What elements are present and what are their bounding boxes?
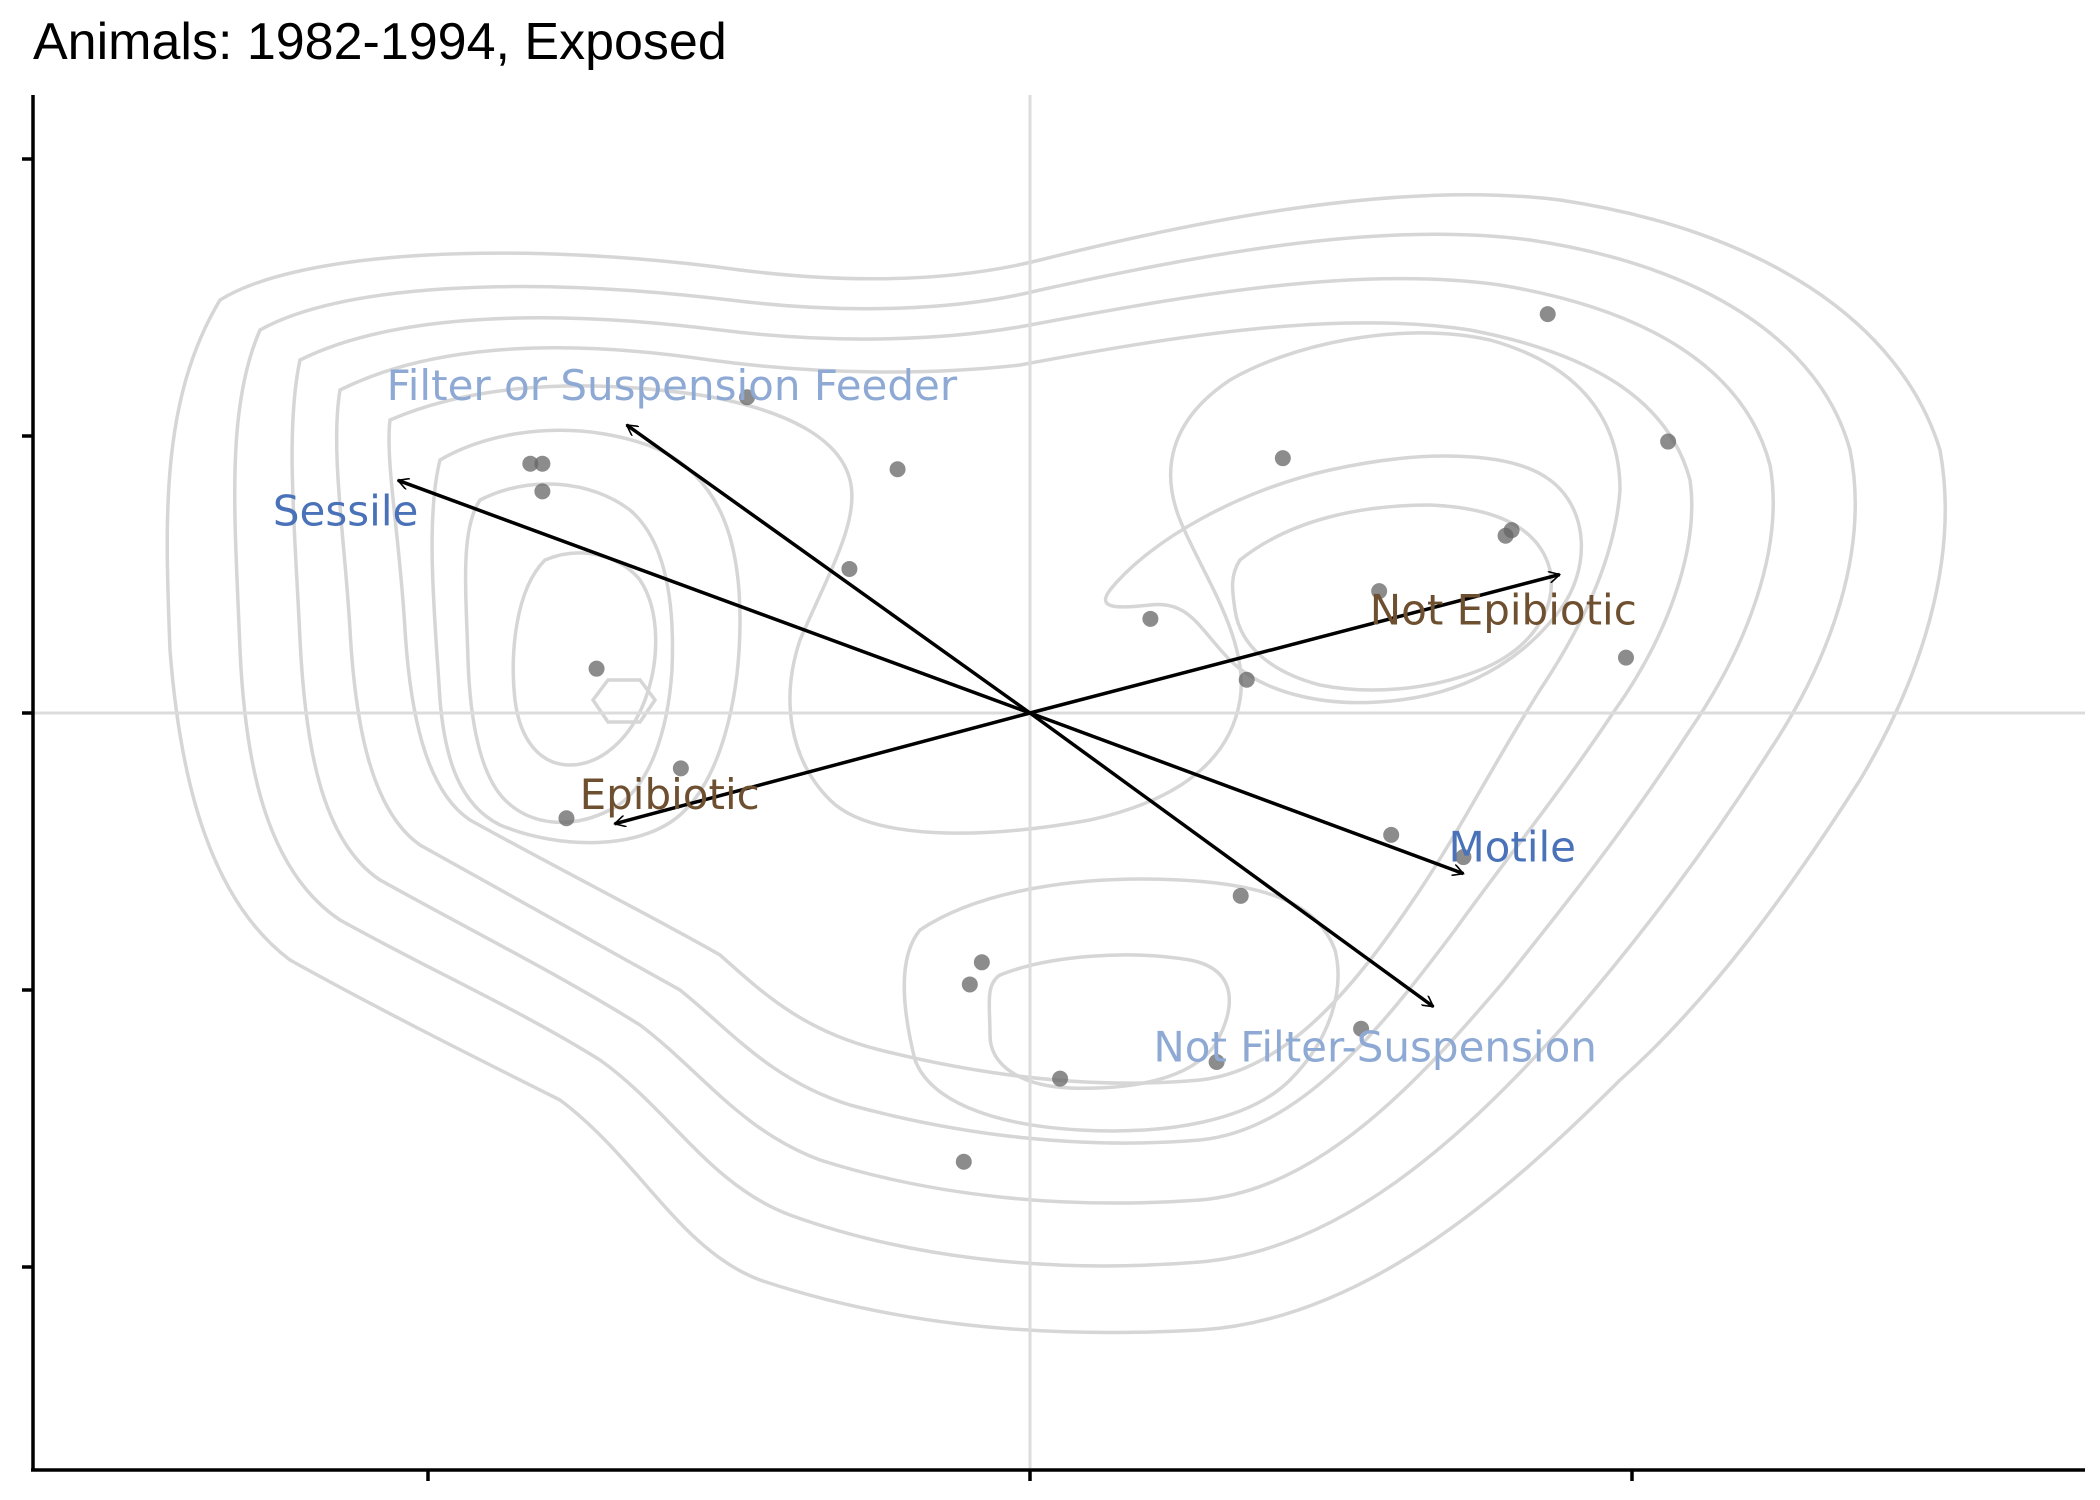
data-point: [961, 976, 978, 993]
density-contour: [1103, 454, 1584, 705]
data-point: [558, 810, 575, 827]
data-point: [1455, 849, 1472, 866]
trait-vector-label: Motile: [1448, 823, 1576, 872]
site-points: [522, 306, 1677, 1170]
data-point: [588, 660, 605, 677]
chart-title: Animals: 1982-1994, Exposed: [33, 13, 727, 71]
density-contour: [987, 953, 1232, 1090]
trait-vectors: Sessile Motile Filter or Suspension Feeder…: [273, 361, 1637, 1072]
trait-vector-arrow: [627, 423, 1032, 715]
density-contour: [165, 192, 1947, 1335]
x-axis-ticks: [426, 1470, 1634, 1481]
data-point: [1142, 610, 1159, 627]
density-contour: [1230, 503, 1554, 692]
data-point: [534, 483, 551, 500]
data-point: [889, 461, 906, 478]
trait-vector-label: Epibiotic: [580, 770, 760, 819]
data-point: [739, 389, 756, 406]
density-contour: [511, 551, 658, 767]
density-contour: [463, 482, 675, 824]
trait-vector-label: Filter or Suspension Feeder: [387, 361, 958, 410]
density-contour: [290, 276, 1775, 1205]
trait-vector-arrow: [1028, 711, 1433, 1009]
data-point: [1232, 887, 1249, 904]
data-point: [1660, 433, 1677, 450]
data-point: [1383, 826, 1400, 843]
trait-vector-label: Not Filter-Suspension: [1153, 1023, 1597, 1072]
data-point: [1052, 1070, 1069, 1087]
trait-vector-label: Not Epibiotic: [1370, 586, 1637, 635]
density-contour: [387, 331, 1622, 1085]
data-point: [1539, 306, 1556, 323]
trait-vector-arrow: [615, 711, 1031, 824]
data-point: [1238, 671, 1255, 688]
y-axis-ticks: [22, 157, 33, 1269]
data-point: [1617, 649, 1634, 666]
trait-vector-arrow: [1029, 575, 1560, 715]
data-point: [955, 1153, 972, 1170]
data-point: [1274, 450, 1291, 467]
data-point: [841, 560, 858, 577]
data-point: [672, 760, 689, 777]
data-point: [1371, 583, 1388, 600]
data-point: [973, 954, 990, 971]
density-contour: [334, 321, 1694, 1145]
data-point: [1353, 1020, 1370, 1037]
density-contours: [165, 192, 1947, 1335]
data-point: [522, 455, 539, 472]
trait-vector-arrow: [398, 480, 1031, 715]
trait-vector-label: Sessile: [273, 486, 418, 535]
density-contour: [233, 232, 1857, 1268]
density-contour: [590, 678, 658, 724]
data-point: [1208, 1054, 1225, 1071]
trait-vector-arrow: [1029, 711, 1463, 874]
data-point: [534, 455, 551, 472]
data-point: [1503, 522, 1520, 539]
density-contour: [902, 877, 1340, 1133]
